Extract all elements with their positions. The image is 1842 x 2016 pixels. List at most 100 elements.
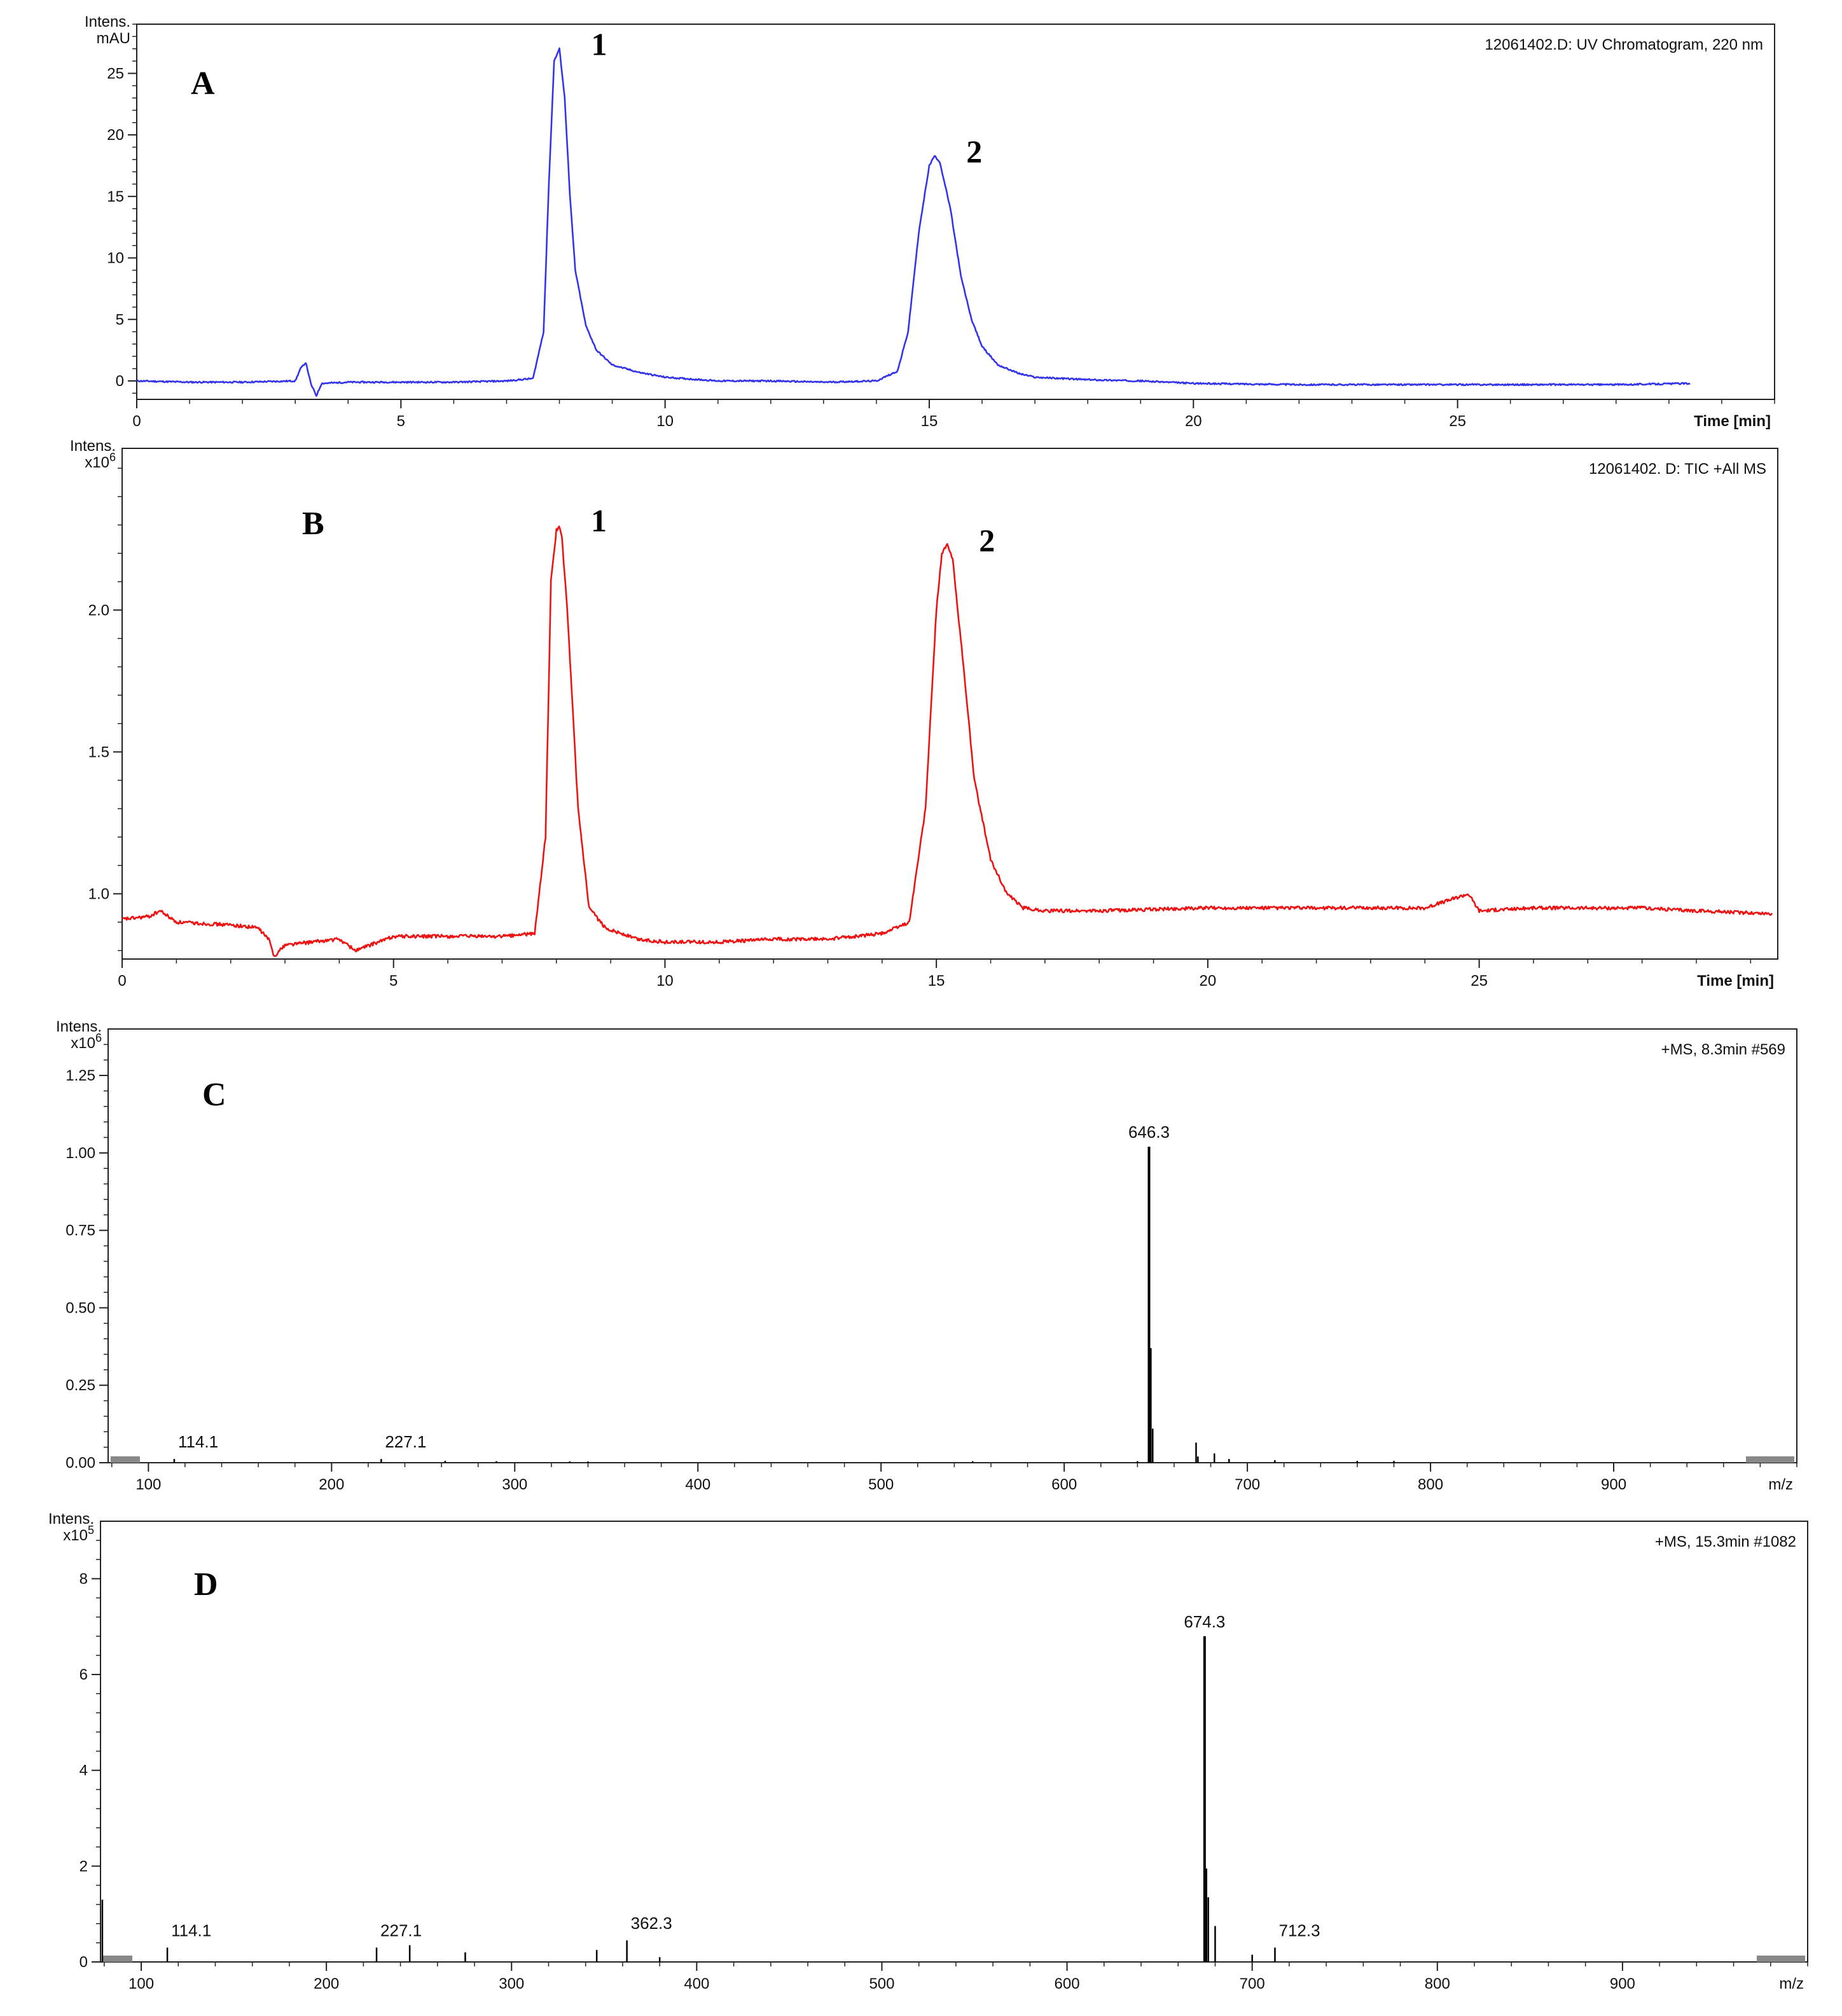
y-unit-base: x10 (85, 454, 109, 471)
y-tick-label: 0.25 (66, 1377, 95, 1394)
x-tick-label: 600 (1051, 1476, 1077, 1493)
x-tick-label: 100 (128, 1975, 154, 1992)
x-tick-label: 700 (1240, 1975, 1265, 1992)
y-tick-label: 0 (80, 1954, 88, 1971)
peak-mz-label: 674.3 (1184, 1612, 1225, 1631)
x-tick-label: 15 (928, 972, 945, 990)
peak-number-label: 1 (591, 502, 607, 538)
y-axis-label: Intens. (56, 1018, 102, 1035)
x-axis-label: Time [min] (1694, 413, 1771, 430)
x-tick-label: 500 (869, 1975, 894, 1992)
y-tick-label: 1.25 (66, 1067, 95, 1084)
y-tick-label: 1.00 (66, 1145, 95, 1162)
y-tick-label: 8 (80, 1570, 88, 1587)
x-tick-label: 400 (685, 1476, 710, 1493)
x-axis-label: m/z (1768, 1476, 1793, 1493)
peak-mz-label: 114.1 (171, 1921, 211, 1940)
plot-frame (100, 1521, 1808, 1963)
x-axis-label: Time [min] (1697, 972, 1774, 990)
x-tick-label: 600 (1055, 1975, 1080, 1992)
y-axis-unit: x106 (71, 1032, 102, 1052)
panel-a: 0 5 10 15 20 25 0 5 10 15 20 25 Intens.mAU Time [min]… (85, 13, 1775, 430)
x-tick-label: 400 (684, 1975, 709, 1992)
x-tick-label: 900 (1610, 1975, 1635, 1992)
y-tick-label: 6 (80, 1666, 88, 1683)
peak-mz-label: 712.3 (1278, 1921, 1320, 1940)
x-tick-label: 5 (397, 413, 405, 430)
y-unit-exponent: 6 (109, 451, 116, 464)
y-axis-label: Intens. (85, 13, 130, 31)
y-tick-label: 0 (116, 373, 124, 390)
x-tick-label: 300 (499, 1975, 524, 1992)
plot-frame (121, 448, 1778, 960)
x-tick-label: 0 (118, 972, 126, 990)
source-label: +MS, 8.3min #569 (1661, 1041, 1785, 1058)
peak-number-label: 2 (966, 134, 982, 169)
y-tick-label: 10 (107, 250, 124, 267)
x-tick-label: 800 (1425, 1975, 1450, 1992)
baseline-marker-right (1746, 1456, 1794, 1463)
x-tick-label: 10 (656, 972, 674, 990)
peak-number-label: 2 (979, 523, 995, 558)
peak-mz-label: 646.3 (1128, 1122, 1170, 1142)
panel-letter: B (302, 506, 324, 542)
y-tick-label: 2 (80, 1858, 88, 1875)
y-tick-label: 2.0 (88, 602, 109, 619)
x-tick-label: 900 (1601, 1476, 1626, 1493)
x-tick-label: 5 (389, 972, 398, 990)
x-tick-label: 700 (1235, 1476, 1260, 1493)
baseline-marker-left (103, 1956, 132, 1962)
y-axis-label: Intens. (70, 438, 116, 455)
y-tick-label: 20 (107, 127, 124, 144)
y-unit-base: mAU (97, 30, 130, 47)
x-tick-label: 15 (921, 413, 938, 430)
source-label: +MS, 15.3min #1082 (1655, 1533, 1796, 1550)
plot-frame (107, 1028, 1797, 1463)
x-tick-label: 800 (1418, 1476, 1443, 1493)
panel-letter: C (202, 1077, 226, 1113)
peak-number-label: 1 (592, 27, 607, 62)
y-axis-unit: x105 (63, 1524, 94, 1544)
baseline-marker-right (1757, 1956, 1805, 1962)
y-tick-label: 0.75 (66, 1222, 95, 1239)
baseline-marker-left (111, 1456, 140, 1463)
x-tick-label: 20 (1200, 972, 1217, 990)
series-trace (136, 47, 1691, 397)
panel-b: 1.0 1.5 2.0 0 5 10 15 20 25 Intens.x106 Time [min]… (70, 438, 1778, 990)
x-axis-label: m/z (1779, 1975, 1804, 1992)
panel-d: 0 2 4 6 8 100 200 300 400 500 600 700 800 900 Intens.x… (48, 1510, 1808, 1992)
panel-letter: A (191, 66, 215, 102)
source-label: 12061402. D: TIC +All MS (1589, 460, 1766, 478)
x-tick-label: 500 (868, 1476, 894, 1493)
y-tick-label: 25 (107, 65, 124, 82)
panel-letter: D (194, 1566, 218, 1603)
x-tick-label: 100 (135, 1476, 161, 1493)
x-tick-label: 200 (314, 1975, 339, 1992)
y-tick-label: 4 (80, 1762, 88, 1779)
y-tick-label: 0.00 (66, 1454, 95, 1472)
y-tick-label: 1.5 (88, 743, 109, 761)
y-unit-base: x10 (71, 1035, 95, 1052)
plot-frame (136, 24, 1775, 400)
y-unit-exponent: 5 (88, 1524, 94, 1536)
panel-c: 0.00 0.25 0.50 0.75 1.00 1.25 100 200 300 400 500 6… (56, 1018, 1797, 1493)
peak-mz-label: 114.1 (178, 1432, 218, 1451)
y-tick-label: 1.0 (88, 885, 109, 902)
y-tick-label: 5 (116, 311, 124, 328)
source-label: 12061402.D: UV Chromatogram, 220 nm (1485, 36, 1763, 53)
y-axis-unit: mAU (97, 30, 130, 47)
x-tick-label: 0 (132, 413, 141, 430)
y-tick-label: 0.50 (66, 1299, 95, 1316)
x-tick-label: 10 (656, 413, 674, 430)
peak-mz-label: 362.3 (631, 1914, 672, 1933)
y-unit-base: x10 (63, 1527, 88, 1544)
x-tick-label: 200 (319, 1476, 344, 1493)
series-trace (121, 525, 1773, 957)
y-tick-label: 15 (107, 188, 124, 205)
x-tick-label: 20 (1185, 413, 1202, 430)
peak-mz-label: 227.1 (380, 1921, 422, 1940)
x-tick-label: 25 (1471, 972, 1488, 990)
y-unit-exponent: 6 (95, 1032, 102, 1044)
y-axis-unit: x106 (85, 451, 116, 471)
